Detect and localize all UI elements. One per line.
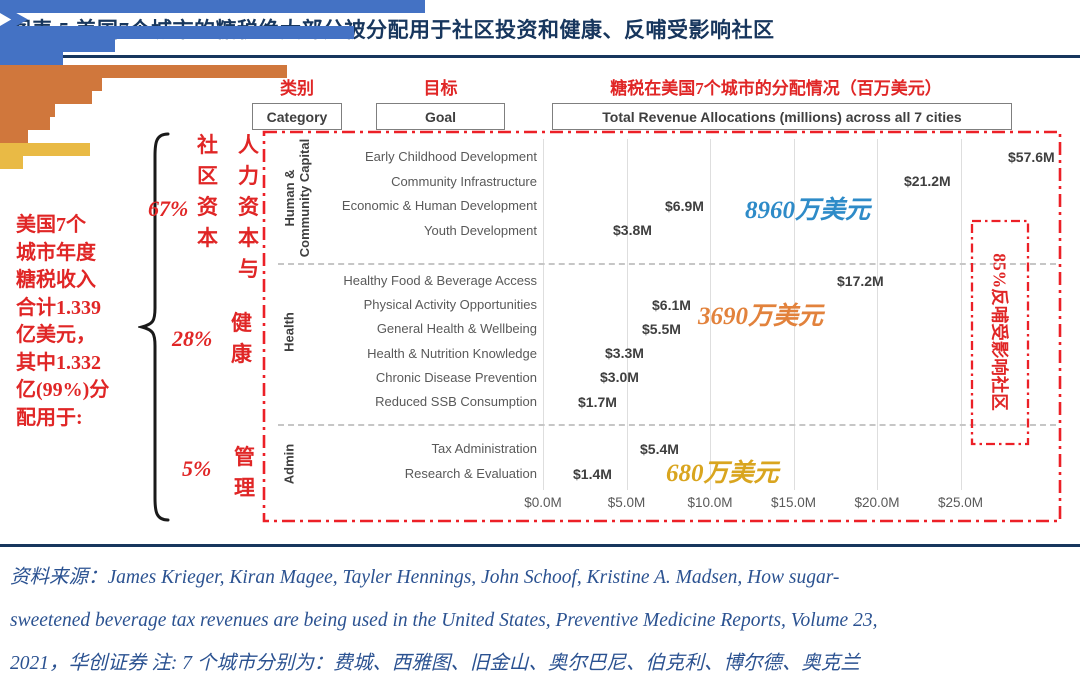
bar-value-label: $17.2M: [837, 272, 884, 289]
gridline: [960, 139, 962, 490]
bar-value-label: $5.5M: [642, 320, 681, 337]
bar-value-label: $3.8M: [613, 222, 652, 239]
bar-row-label: Early Childhood Development: [365, 149, 537, 164]
left-summary-text: 美国7个 城市年度 糖税收入 合计1.339 亿美元， 其中1.332 亿(99…: [16, 214, 110, 429]
x-tick-label: $0.0M: [524, 495, 562, 510]
bar-value-label: $3.3M: [605, 345, 644, 362]
bar-value-label: $57.6M: [1008, 148, 1055, 165]
bar-row-label: Reduced SSB Consumption: [375, 394, 537, 409]
group2-share: 28%: [172, 326, 213, 351]
title-divider: [0, 55, 1080, 58]
bar-value-label: $1.4M: [573, 465, 612, 482]
group2-label: 健 康: [231, 311, 252, 366]
bar-row-label: Community Infrastructure: [391, 173, 537, 189]
source-divider: [0, 544, 1080, 547]
bar-row-label: Research & Evaluation: [404, 466, 537, 481]
bar-row-label: Chronic Disease Prevention: [375, 369, 537, 385]
bar: [0, 117, 50, 130]
group1-total-annotation: 8960万美元: [745, 197, 871, 224]
bar-row-label: Youth Development: [424, 222, 537, 238]
x-tick-label: $5.0M: [607, 495, 646, 510]
bar: [0, 143, 90, 156]
gridline: [877, 139, 878, 490]
group2-total-annotation: 3690万美元: [698, 303, 824, 330]
bar-row-label: General Health & Wellbeing: [376, 321, 537, 337]
right-callout-text: 85%反哺受影响社区: [989, 253, 1010, 411]
bar-row-label: Economic & Human Development: [341, 198, 537, 214]
bar: [0, 156, 23, 169]
bar: [0, 78, 102, 91]
group3-total-annotation: 680万美元: [666, 460, 779, 487]
gridline: [793, 139, 795, 490]
bar-value-label: $6.1M: [652, 296, 691, 313]
group-separator-1: [278, 263, 1056, 265]
header-goal-cn: 目标: [423, 79, 458, 98]
bar-row-label: Healthy Food & Beverage Access: [343, 273, 537, 288]
allocation-box: Total Revenue Allocations (millions) acr…: [552, 103, 1012, 130]
bar-break-arrow: [0, 13, 28, 26]
bar-row-label: Tax Administration: [431, 441, 538, 456]
right-callout-border: [970, 219, 1030, 446]
x-tick-label: $15.0M: [770, 495, 817, 510]
group3-share: 5%: [182, 456, 212, 481]
header-category-cn: 类别: [280, 79, 314, 98]
bar: [0, 130, 28, 143]
source-text: 资料来源：James Krieger, Kiran Magee, Tayler …: [10, 567, 878, 674]
bar: [0, 26, 354, 39]
bar-value-label: $21.2M: [904, 173, 951, 190]
bar-value-label: $5.4M: [640, 440, 679, 457]
x-tick-label: $20.0M: [854, 495, 900, 510]
chart-border: [262, 130, 1062, 523]
gridline: [626, 139, 628, 490]
bar: [0, 91, 92, 104]
category-box: Category: [252, 103, 342, 130]
bar-row-label: Physical Activity Opportunities: [363, 297, 537, 313]
group1-label-col2: 人 力 资 本 与: [238, 133, 259, 281]
x-tick-label: $10.0M: [687, 495, 733, 510]
group-axis-label: Admin: [281, 443, 297, 485]
bar-value-label: $1.7M: [578, 393, 617, 410]
group1-label-col1: 社 区 资 本: [197, 133, 218, 250]
curly-brace: [138, 132, 170, 522]
bar: [0, 65, 287, 78]
gridline: [710, 139, 711, 490]
bar: [0, 39, 115, 52]
bar: [0, 0, 425, 13]
bar: [0, 104, 55, 117]
group-separator-2: [278, 424, 1056, 426]
bar: [0, 52, 63, 65]
bar-value-label: $6.9M: [665, 197, 704, 214]
goal-box: Goal: [376, 103, 505, 130]
bar-row-label: Health & Nutrition Knowledge: [367, 345, 537, 361]
header-allocation-cn: 糖税在美国7个城市的分配情况（百万美元）: [610, 79, 942, 98]
group3-label: 管 理: [234, 445, 255, 500]
gridline: [543, 139, 544, 490]
x-tick-label: $25.0M: [937, 495, 984, 510]
bar-value-label: $3.0M: [600, 369, 639, 386]
group1-share: 67%: [148, 196, 189, 221]
